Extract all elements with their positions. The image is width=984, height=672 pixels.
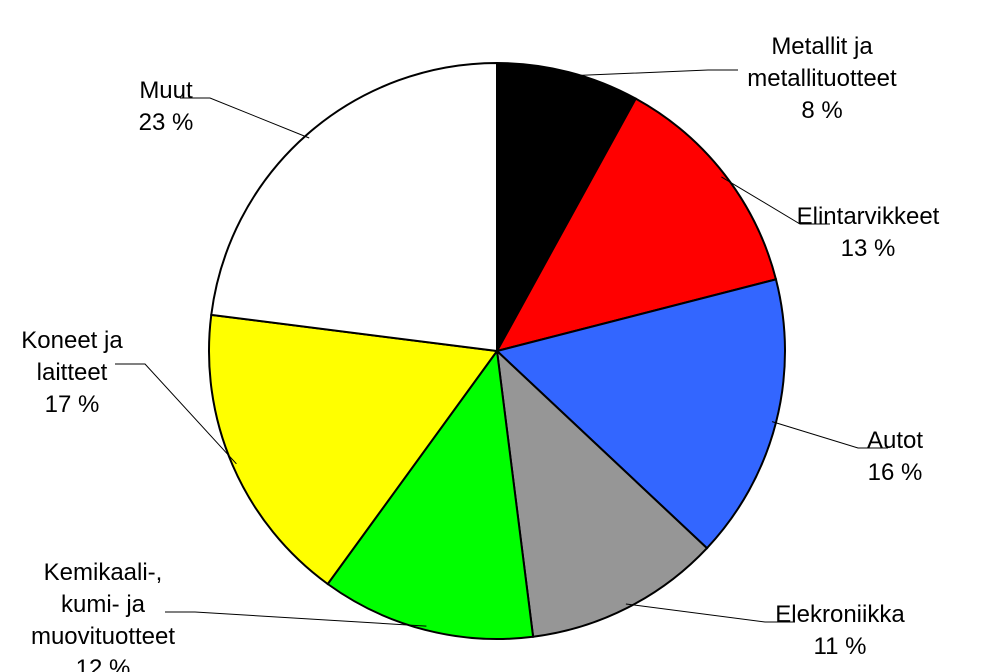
slice-label: Koneet ja laitteet 17 %: [21, 327, 123, 418]
slice-value-label: 16 %: [868, 459, 923, 486]
leader-line: [625, 603, 795, 623]
slice-labels: Metallit ja metallituotteet 8 % Elintarvikk…: [21, 33, 939, 672]
pie-slices: [208, 61, 786, 640]
slice-category-label: Metallit ja: [771, 33, 873, 60]
slice-category-label: laitteet: [37, 359, 108, 386]
pie-slice: [208, 313, 499, 586]
slice-category-label: Kemikaali-,: [44, 559, 163, 586]
slice-category-label: Elintarvikkeet: [797, 203, 940, 230]
pie-slice: [495, 348, 709, 638]
slice-value-label: 11 %: [814, 633, 867, 660]
slice-category-label: Muut: [139, 77, 193, 104]
slice-value-label: 17 %: [45, 391, 100, 418]
slice-label: Elintarvikkeet 13 %: [797, 203, 940, 262]
slice-value-label: 23 %: [139, 109, 194, 136]
slice-label: Muut 23 %: [139, 77, 194, 136]
slice-category-label: Autot: [867, 427, 923, 454]
leader-line: [771, 421, 888, 449]
slice-label: Autot 16 %: [867, 427, 923, 486]
slice-category-label: muovituotteet: [31, 623, 175, 650]
pie-slice: [210, 61, 498, 353]
leader-line: [115, 363, 237, 465]
slice-label: Kemikaali-, kumi- ja muovituotteet 12 %: [31, 559, 175, 672]
slice-label: Elekroniikka 11 %: [775, 601, 905, 660]
slice-value-label: 12 %: [76, 655, 131, 672]
pie-slice: [326, 348, 535, 640]
pie-slice: [496, 61, 638, 352]
slice-category-label: metallituotteet: [747, 65, 897, 92]
pie-slice: [495, 97, 778, 353]
leader-line: [165, 611, 427, 627]
slice-category-label: kumi- ja: [61, 591, 146, 618]
slice-category-label: Elekroniikka: [775, 601, 905, 628]
slice-value-label: 8 %: [801, 97, 842, 124]
leader-line: [567, 69, 738, 77]
leader-lines: [115, 69, 888, 627]
leader-line: [721, 176, 830, 225]
slice-value-label: 13 %: [841, 235, 896, 262]
slice-label: Metallit ja metallituotteet 8 %: [747, 33, 897, 124]
leader-line: [180, 97, 310, 139]
slice-category-label: Koneet ja: [21, 327, 123, 354]
